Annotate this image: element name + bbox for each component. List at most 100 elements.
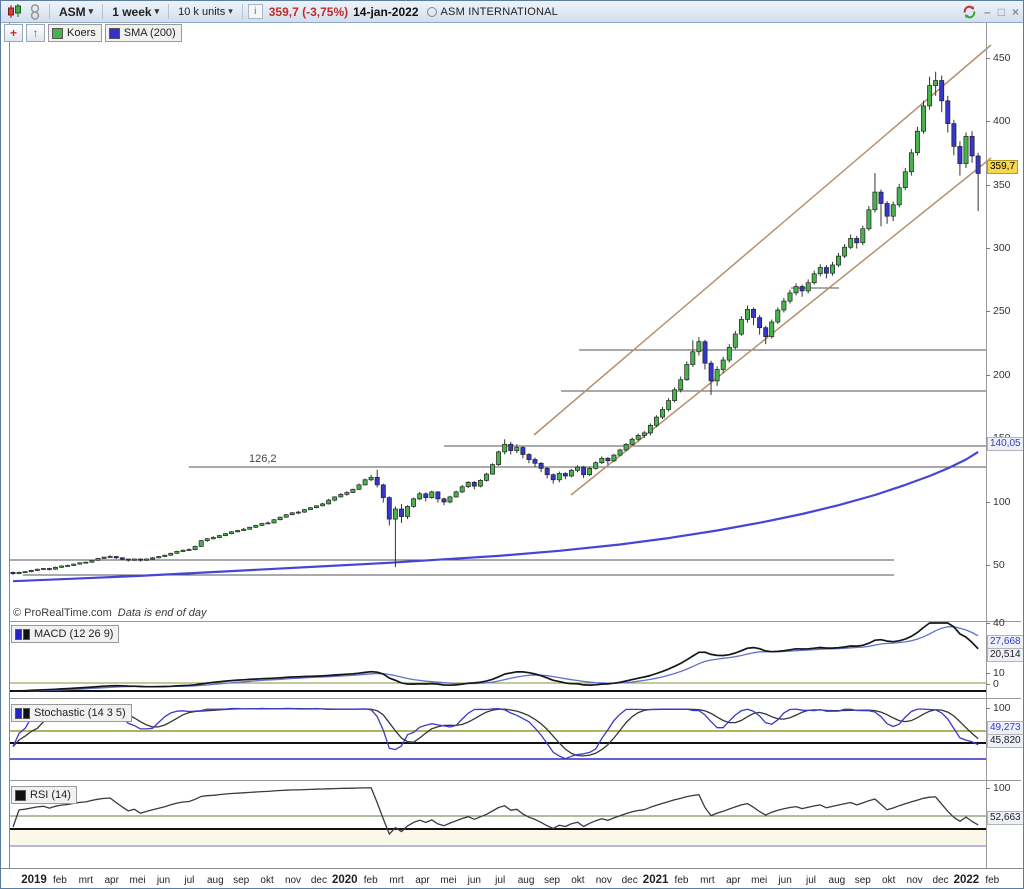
rsi-value-tag: 52,663 <box>987 811 1023 825</box>
candle-body <box>484 473 489 481</box>
candle-body <box>350 488 356 493</box>
candle-body <box>314 505 319 509</box>
candle-body <box>848 238 854 248</box>
candle-body <box>150 557 156 560</box>
legend-stochastic[interactable]: Stochastic (14 3 5) <box>11 704 132 722</box>
macd-line <box>12 622 979 692</box>
month-label: 2019 <box>21 874 47 886</box>
legend-sma[interactable]: SMA (200) <box>104 24 182 42</box>
candle-body <box>836 255 841 266</box>
month-label: dec <box>932 875 949 886</box>
candle-body <box>781 300 787 311</box>
candle-body <box>477 480 483 487</box>
month-label: feb <box>52 875 67 886</box>
candle-body <box>854 238 860 244</box>
units-dropdown[interactable]: 10 k units ▾ <box>174 6 237 18</box>
month-label: mrt <box>389 875 404 886</box>
candle-body <box>113 556 119 559</box>
candle-body <box>295 511 301 514</box>
chart-type-button[interactable] <box>4 2 26 21</box>
candle-body <box>908 152 914 173</box>
close-button[interactable]: × <box>1011 4 1019 19</box>
quote-date: 14-jan-2022 <box>353 4 419 19</box>
symbol-dropdown[interactable]: ASM ▾ <box>55 5 97 19</box>
candle-body <box>59 565 65 568</box>
panel-separator[interactable] <box>9 780 1021 781</box>
candle-body <box>204 538 210 541</box>
rsi-axis-label: 100 <box>986 782 1011 794</box>
candle-body <box>223 533 228 536</box>
candle-body <box>399 508 404 517</box>
status-circle-icon <box>426 6 437 17</box>
candle-body <box>271 519 277 524</box>
chevron-down-icon: ▾ <box>88 6 94 16</box>
candle-body <box>939 80 945 102</box>
price-axis-label: 350 <box>986 179 1011 191</box>
koers-swatch-icon <box>52 27 63 39</box>
candle-body <box>40 568 46 570</box>
macd-value-tag: 20,514 <box>987 648 1023 662</box>
candle-body <box>890 204 896 217</box>
month-label: 2021 <box>642 874 669 886</box>
axis-tick <box>986 311 990 312</box>
legend-row: + ↑ Koers SMA (200) <box>4 24 182 42</box>
data-note: Data is end of day <box>117 607 207 619</box>
axis-gutter-border[interactable] <box>986 22 987 868</box>
refresh-icon[interactable] <box>962 5 977 19</box>
candle-body <box>131 558 137 561</box>
axis-tick <box>986 565 990 566</box>
candle-body <box>65 565 71 567</box>
candle-body <box>28 570 34 573</box>
legend-koers[interactable]: Koers <box>48 24 102 42</box>
candle-body <box>872 191 878 211</box>
price-axis-label: 400 <box>986 115 1011 127</box>
panel-separator[interactable] <box>9 621 1021 622</box>
axis-tick <box>986 623 990 624</box>
maximize-button[interactable]: □ <box>997 4 1005 19</box>
candle-body <box>502 443 508 453</box>
toolbar-separator <box>49 4 50 19</box>
timeframe-dropdown[interactable]: 1 week ▾ <box>108 5 163 19</box>
time-axis[interactable]: 2019 feb mrt apr mei jun jul aug sep okt nov dec 202… <box>1 868 1023 888</box>
chart-canvas[interactable] <box>1 22 1024 889</box>
axis-tick <box>986 58 990 59</box>
candle-body <box>866 209 872 230</box>
month-label: mrt <box>78 875 94 886</box>
macd-axis-label: 10 <box>986 667 1005 679</box>
stoch-swatch2-icon <box>23 707 30 719</box>
candle-body <box>101 556 107 559</box>
link-button[interactable] <box>26 2 44 21</box>
month-label: mei <box>751 875 768 886</box>
window-controls: – □ × <box>962 4 1023 19</box>
candle-body <box>745 308 750 320</box>
candle-body <box>320 503 326 507</box>
candle-body <box>210 537 216 540</box>
toolbar-separator <box>168 4 170 19</box>
candle-body <box>429 491 435 498</box>
info-icon[interactable]: i <box>247 4 263 19</box>
candle-body <box>138 558 143 561</box>
candle-body <box>198 540 204 547</box>
stoch-k-line <box>12 707 979 760</box>
candle-body <box>83 561 89 564</box>
candle-body <box>556 473 562 481</box>
candle-body <box>769 321 775 337</box>
add-indicator-button[interactable]: + <box>4 24 23 42</box>
move-up-button[interactable]: ↑ <box>26 24 45 42</box>
copyright-text: © ProRealTime.com <box>13 607 112 619</box>
macd-value-tag: 27,668 <box>987 635 1023 649</box>
candle-body <box>423 493 429 498</box>
candle-body <box>162 554 168 557</box>
candle-body <box>726 347 732 361</box>
panel-separator[interactable] <box>9 698 1021 699</box>
candle-body <box>933 80 939 86</box>
candle-body <box>921 105 926 132</box>
month-label: 2020 <box>332 874 358 886</box>
month-label: dec <box>310 875 327 886</box>
legend-rsi[interactable]: RSI (14) <box>11 786 77 804</box>
month-label: nov <box>906 875 923 886</box>
candle-body <box>453 491 459 498</box>
legend-macd[interactable]: MACD (12 26 9) <box>11 625 120 643</box>
minimize-button[interactable]: – <box>984 4 991 19</box>
candle-body <box>22 571 28 574</box>
